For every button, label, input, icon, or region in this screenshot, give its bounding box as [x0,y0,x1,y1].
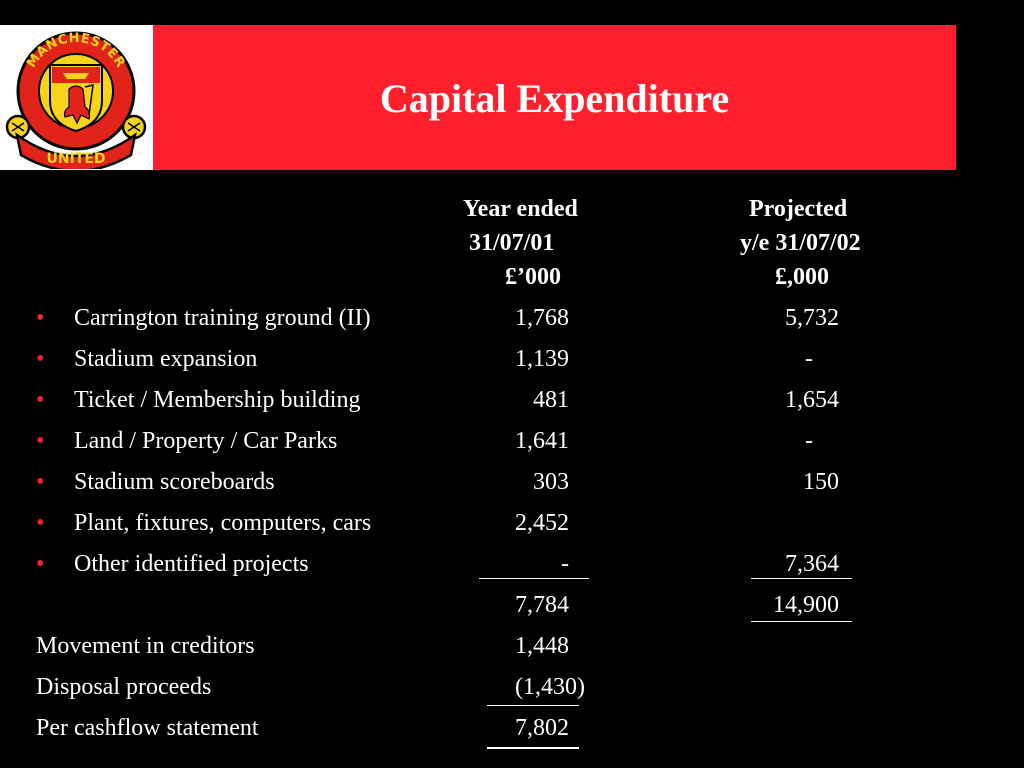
col1-header-line1: Year ended [463,196,578,222]
subtotal-rule-col2 [751,578,852,579]
item-value-2001: 303 [533,469,569,495]
table-row: • Other identified projects - 7,364 [0,544,1024,585]
item-value-2001: 1,139 [515,346,569,372]
item-value-2002: 7,364 [785,551,839,577]
bullet: • [36,510,45,536]
item-label: Other identified projects [74,551,309,577]
item-value-2001: 2,452 [515,510,569,536]
bullet: • [36,469,45,495]
table-row: • Land / Property / Car Parks 1,641 - [0,421,1024,462]
slide-title: Capital Expenditure [379,76,730,121]
item-label: Stadium scoreboards [74,469,275,495]
adjustment-label: Movement in creditors [36,633,255,659]
total-value: 7,802 [515,715,569,741]
item-label: Ticket / Membership building [74,387,361,413]
bullet: • [36,305,45,331]
item-label: Land / Property / Car Parks [74,428,338,454]
table-row: • Carrington training ground (II) 1,768 … [0,298,1024,339]
table-row: • Plant, fixtures, computers, cars 2,452 [0,503,1024,544]
item-value-2002: - [805,346,813,372]
logo-panel: MANCHESTER UNITED TM [0,25,153,170]
table-row: Disposal proceeds (1,430) [0,667,1024,708]
bullet: • [36,428,45,454]
adjustment-value: (1,430) [515,674,585,700]
col2-header-line3: £,000 [775,264,829,290]
title-bar: Capital Expenditure [153,25,956,170]
total-label: Per cashflow statement [36,715,259,741]
col1-header-line3: £’000 [505,264,561,290]
item-value-2002: 150 [803,469,839,495]
col1-header-line2: 31/07/01 [469,230,555,256]
subtotal-rule-col1 [479,578,589,579]
subtotal-value-2001: 7,784 [515,592,569,618]
total-row: Per cashflow statement 7,802 [0,708,1024,749]
adjustment-label: Disposal proceeds [36,674,212,700]
item-label: Plant, fixtures, computers, cars [74,510,372,536]
item-value-2002: 1,654 [785,387,839,413]
total-rule-top [487,705,579,706]
adjustment-value: 1,448 [515,633,569,659]
table-row: • Stadium scoreboards 303 150 [0,462,1024,503]
item-value-2001: 1,641 [515,428,569,454]
item-value-2002: 5,732 [785,305,839,331]
bullet: • [36,387,45,413]
bullet: • [36,551,45,577]
item-value-2001: 481 [533,387,569,413]
item-label: Stadium expansion [74,346,258,372]
col2-header-line1: Projected [749,196,848,222]
table-row: • Ticket / Membership building 481 1,654 [0,380,1024,421]
item-value-2001: 1,768 [515,305,569,331]
col2-header-line2: y/e 31/07/02 [740,230,861,256]
manchester-united-crest-icon: MANCHESTER UNITED TM [5,31,147,169]
item-label: Carrington training ground (II) [74,305,371,331]
bullet: • [36,346,45,372]
table-row: • Stadium expansion 1,139 - [0,339,1024,380]
subtotal-value-2002: 14,900 [773,592,839,618]
table-row: Movement in creditors 1,448 [0,626,1024,667]
svg-text:UNITED: UNITED [46,151,105,167]
subtotal-row: 7,784 14,900 [0,585,1024,626]
item-value-2001: - [561,551,569,577]
item-value-2002: - [805,428,813,454]
total-rule-bottom [487,747,579,749]
subtotal-bottom-rule-col2 [751,621,852,622]
